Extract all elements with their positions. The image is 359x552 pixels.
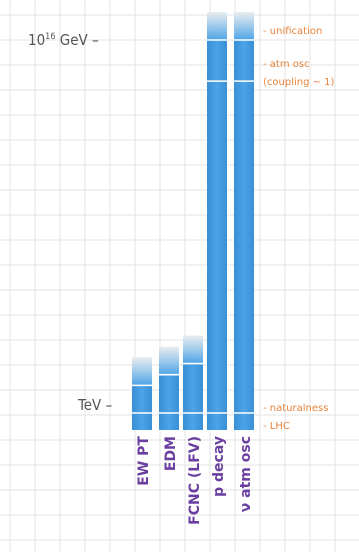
bar-fade	[183, 335, 203, 364]
bar-fade	[132, 357, 152, 386]
bar-body	[234, 40, 254, 430]
bar-body	[159, 374, 179, 430]
annotations: - unification - atm osc (coupling ~ 1) - na…	[263, 26, 335, 432]
category-label: FCNC (LFV)	[187, 436, 203, 525]
annotation-label: - naturalness	[263, 403, 328, 414]
category-label: EW PT	[136, 436, 152, 486]
y-tick-label: 1016 GeV –	[28, 31, 99, 49]
y-tick-label: TeV –	[77, 396, 113, 414]
bar-fcnc-lfv	[183, 335, 203, 430]
bar-fade	[234, 12, 254, 40]
bar-ew-pt	[132, 357, 152, 430]
bar-fade	[159, 346, 179, 375]
bar-p-decay	[207, 12, 227, 430]
bar-edm	[159, 346, 179, 430]
category-label: p decay	[211, 436, 227, 497]
annotation-label: - atm osc	[263, 59, 310, 70]
bars	[132, 12, 254, 430]
bar-fade	[207, 12, 227, 40]
y-axis-ticks: 1016 GeV – TeV –	[28, 31, 113, 414]
category-label: ν atm osc	[238, 436, 254, 512]
category-label: EDM	[163, 436, 179, 471]
annotation-label: - unification	[263, 26, 322, 37]
bar-atm-osc	[234, 12, 254, 430]
bar-body	[132, 385, 152, 430]
bar-body	[207, 40, 227, 430]
annotation-label: (coupling ~ 1)	[263, 77, 335, 88]
bar-body	[183, 363, 203, 430]
annotation-label: - LHC	[263, 421, 290, 432]
x-axis-labels: EW PT EDM FCNC (LFV) p decay ν atm osc	[136, 436, 254, 525]
